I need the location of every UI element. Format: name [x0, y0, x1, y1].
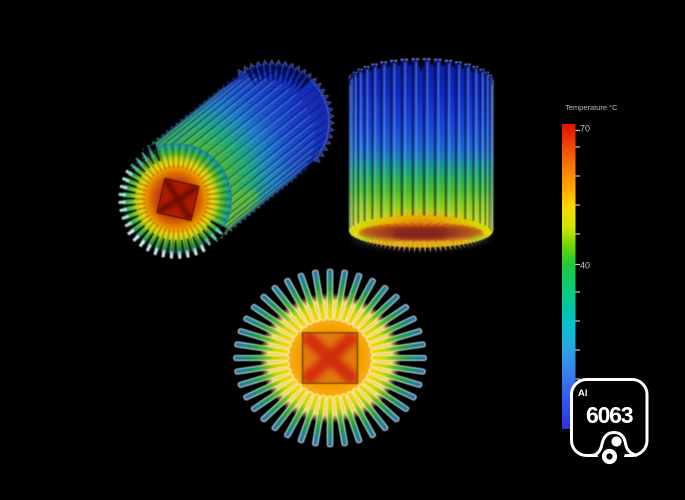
svg-text:70: 70 — [580, 124, 590, 134]
svg-text:6063: 6063 — [586, 402, 633, 428]
svg-text:Al: Al — [578, 388, 588, 399]
svg-text:Temperature °C: Temperature °C — [565, 103, 618, 112]
svg-text:40: 40 — [580, 261, 590, 271]
